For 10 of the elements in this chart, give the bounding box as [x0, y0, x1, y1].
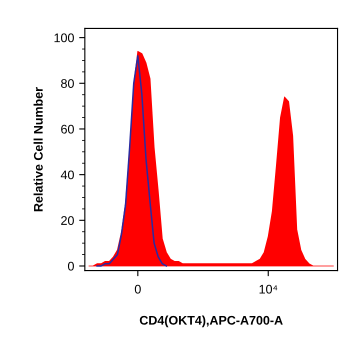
- y-tick-label: 0: [68, 262, 74, 271]
- x-tick-label: 10⁴: [260, 284, 278, 294]
- y-axis-title: Relative Cell Number: [34, 87, 43, 212]
- y-tick-label: 80: [61, 79, 74, 88]
- y-tick-label: 60: [61, 124, 74, 134]
- x-axis-title: CD4(OKT4),APC-A700-A: [140, 316, 283, 328]
- y-tick-label: 20: [61, 216, 74, 225]
- y-tick-label: 100: [54, 33, 74, 42]
- line-series: [96, 55, 168, 267]
- y-tick-label: 40: [60, 170, 74, 180]
